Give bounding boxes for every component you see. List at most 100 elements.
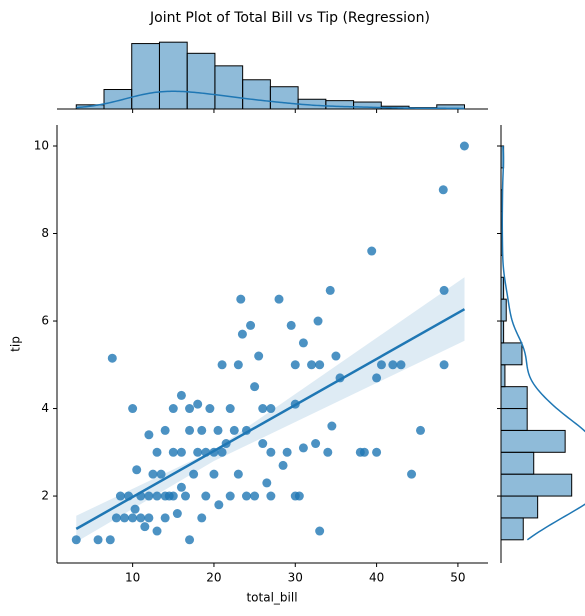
- point: [168, 404, 178, 414]
- point: [416, 425, 426, 435]
- point: [439, 285, 449, 295]
- point: [376, 360, 386, 370]
- point: [197, 513, 207, 523]
- point: [152, 491, 162, 501]
- point: [185, 404, 195, 414]
- x-tick-label: 10: [125, 571, 140, 585]
- point: [168, 447, 178, 457]
- point: [217, 447, 227, 457]
- point: [266, 404, 276, 414]
- point: [298, 443, 308, 453]
- right-hist-bar: [500, 473, 573, 497]
- point: [286, 320, 296, 330]
- point: [236, 294, 246, 304]
- point: [176, 447, 186, 457]
- point: [396, 360, 406, 370]
- point: [372, 373, 382, 383]
- x-axis-label: total_bill: [246, 591, 297, 605]
- point: [258, 404, 268, 414]
- point: [214, 500, 224, 510]
- x-tick-label: 30: [288, 571, 303, 585]
- y-tick-label: 10: [34, 139, 49, 153]
- point: [152, 447, 162, 457]
- point: [172, 509, 182, 519]
- point: [313, 316, 323, 326]
- point: [367, 246, 377, 256]
- regression-line: [75, 308, 466, 530]
- point: [274, 294, 284, 304]
- point: [233, 360, 243, 370]
- point: [185, 425, 195, 435]
- point: [388, 360, 398, 370]
- point: [144, 430, 154, 440]
- point: [111, 513, 121, 523]
- point: [152, 526, 162, 536]
- point: [115, 491, 125, 501]
- y-tick-label: 4: [41, 401, 49, 415]
- right-hist-bar: [500, 408, 528, 431]
- point: [176, 482, 186, 492]
- point: [266, 447, 276, 457]
- right-kde: [501, 145, 585, 541]
- point: [128, 513, 138, 523]
- point: [282, 447, 292, 457]
- x-tick-label: 20: [206, 571, 221, 585]
- right-hist-bar: [500, 517, 524, 541]
- point: [325, 285, 335, 295]
- point: [189, 469, 199, 479]
- point: [71, 535, 81, 545]
- point: [438, 185, 448, 195]
- point: [246, 320, 256, 330]
- point: [132, 465, 142, 475]
- right-hist-bar: [500, 342, 523, 366]
- x-tick-label: 40: [369, 571, 384, 585]
- top-hist-bar: [325, 100, 355, 110]
- point: [128, 404, 138, 414]
- point: [180, 491, 190, 501]
- right-hist-bar: [500, 364, 506, 388]
- top-hist-bar: [158, 41, 188, 110]
- point: [407, 469, 417, 479]
- point: [250, 382, 260, 392]
- point: [209, 469, 219, 479]
- point: [298, 338, 308, 348]
- y-axis-label: tip: [9, 336, 23, 352]
- right-hist-bar: [500, 320, 505, 344]
- point: [439, 360, 449, 370]
- top-kde: [76, 90, 465, 110]
- top-hist-bar: [103, 89, 133, 110]
- point: [233, 469, 243, 479]
- point: [217, 360, 227, 370]
- y-tick-label: 8: [41, 226, 49, 240]
- point: [148, 469, 158, 479]
- point: [290, 360, 300, 370]
- point: [185, 535, 195, 545]
- point: [372, 447, 382, 457]
- point: [323, 447, 333, 457]
- point: [225, 404, 235, 414]
- point: [459, 141, 469, 151]
- y-tick-label: 2: [41, 489, 49, 503]
- point: [197, 425, 207, 435]
- point: [205, 404, 215, 414]
- point: [294, 491, 304, 501]
- point: [156, 469, 166, 479]
- point: [278, 460, 288, 470]
- y-tick-label: 6: [41, 314, 49, 328]
- point: [193, 447, 203, 457]
- point: [93, 535, 103, 545]
- point: [315, 360, 325, 370]
- top-hist-bar: [131, 43, 160, 110]
- right-hist-bar: [500, 298, 507, 322]
- point: [359, 447, 369, 457]
- point: [144, 513, 154, 523]
- point: [237, 329, 247, 339]
- point: [311, 439, 321, 449]
- point: [213, 425, 223, 435]
- point: [229, 425, 239, 435]
- point: [136, 513, 146, 523]
- right-hist-bar: [500, 495, 539, 519]
- point: [130, 504, 140, 514]
- point: [201, 491, 211, 501]
